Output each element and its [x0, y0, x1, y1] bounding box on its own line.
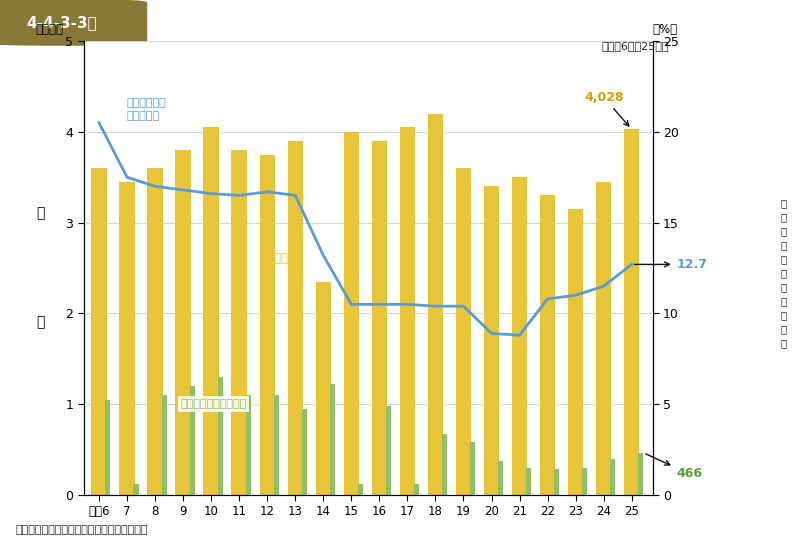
- Text: 466: 466: [646, 454, 703, 480]
- Text: 執行猶予者の
保護観察率: 執行猶予者の 保護観察率: [127, 98, 166, 121]
- Bar: [315, 282, 331, 495]
- Bar: [330, 384, 335, 495]
- Bar: [414, 484, 419, 495]
- Text: （平成6年～25年）: （平成6年～25年）: [601, 41, 669, 51]
- Bar: [175, 150, 191, 495]
- Bar: [357, 484, 363, 495]
- Bar: [568, 209, 583, 495]
- Text: 仮釈放者: 仮釈放者: [260, 253, 288, 265]
- Text: 人: 人: [37, 207, 45, 220]
- FancyBboxPatch shape: [0, 0, 147, 46]
- Bar: [582, 468, 587, 495]
- Bar: [498, 462, 503, 495]
- Bar: [162, 395, 166, 495]
- Bar: [372, 141, 387, 495]
- Bar: [92, 168, 107, 495]
- Bar: [147, 168, 163, 495]
- Text: 員: 員: [37, 316, 45, 329]
- Bar: [232, 150, 247, 495]
- Bar: [386, 406, 391, 495]
- Bar: [442, 434, 447, 495]
- Bar: [638, 453, 643, 495]
- Text: 12.7: 12.7: [634, 258, 708, 271]
- Bar: [484, 187, 499, 495]
- Bar: [344, 132, 359, 495]
- Text: 執
行
猶
予
者
の
保
護
観
察
率: 執 行 猶 予 者 の 保 護 観 察 率: [781, 199, 787, 348]
- Bar: [554, 469, 559, 495]
- Text: （千人）: （千人）: [35, 22, 63, 36]
- Text: 4,028: 4,028: [584, 91, 629, 126]
- Bar: [540, 195, 556, 495]
- Bar: [302, 409, 306, 495]
- Bar: [427, 114, 443, 495]
- Bar: [512, 177, 527, 495]
- Bar: [119, 182, 135, 495]
- Bar: [246, 395, 251, 495]
- Bar: [456, 168, 471, 495]
- Text: 4-4-3-3図: 4-4-3-3図: [26, 15, 97, 30]
- Bar: [470, 443, 475, 495]
- Text: （%）: （%）: [653, 22, 678, 36]
- Bar: [204, 127, 219, 495]
- Bar: [610, 459, 615, 495]
- Text: 覚せい剤取締法違反 保護観察開始人員・執行猶予者の保護観察率の推移: 覚せい剤取締法違反 保護観察開始人員・執行猶予者の保護観察率の推移: [311, 15, 608, 30]
- Bar: [105, 400, 111, 495]
- Bar: [624, 129, 639, 495]
- Bar: [217, 377, 223, 495]
- Text: 保護観察付執行猶予者: 保護観察付執行猶予者: [181, 399, 247, 409]
- Bar: [259, 154, 275, 495]
- Bar: [274, 395, 279, 495]
- Bar: [0, 0, 123, 45]
- Bar: [400, 127, 415, 495]
- Bar: [526, 468, 531, 495]
- Bar: [134, 484, 139, 495]
- Bar: [596, 182, 611, 495]
- Bar: [287, 141, 303, 495]
- Text: 注　保護統計年報及び検察統計年報による。: 注 保護統計年報及び検察統計年報による。: [16, 525, 148, 536]
- Bar: [189, 386, 194, 495]
